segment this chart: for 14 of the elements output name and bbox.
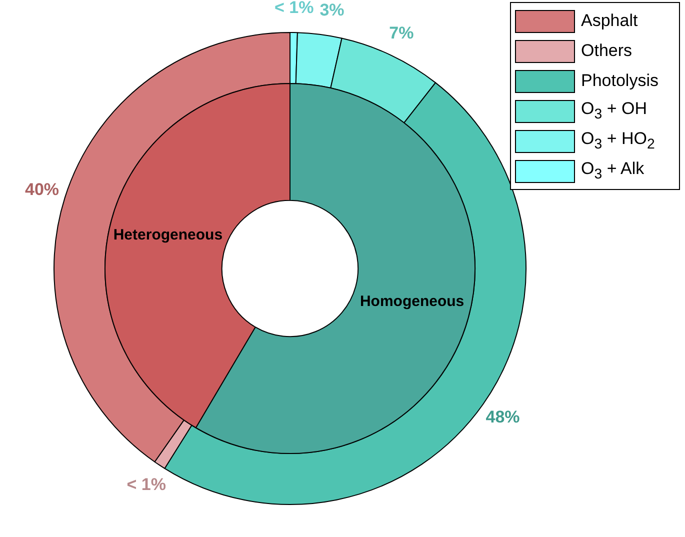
data-label: < 1% (274, 0, 314, 18)
legend-label: O$_{3}$ + OH (581, 99, 647, 123)
legend-label: Others (581, 41, 632, 61)
data-label: 7% (389, 23, 414, 42)
data-label: 48% (486, 408, 520, 427)
legend-label: Photolysis (581, 71, 658, 91)
data-label: 40% (25, 180, 60, 200)
slice-label: Heterogeneous (113, 226, 223, 244)
data-label: 3% (320, 0, 344, 20)
legend-label: O$_{3}$ + Alk (581, 159, 644, 183)
legend-label: Asphalt (581, 11, 638, 31)
data-label: < 1% (126, 474, 166, 494)
legend-label: O$_{3}$ + HO$_{2}$ (581, 129, 655, 153)
slice-label: Homogeneous (360, 293, 464, 310)
